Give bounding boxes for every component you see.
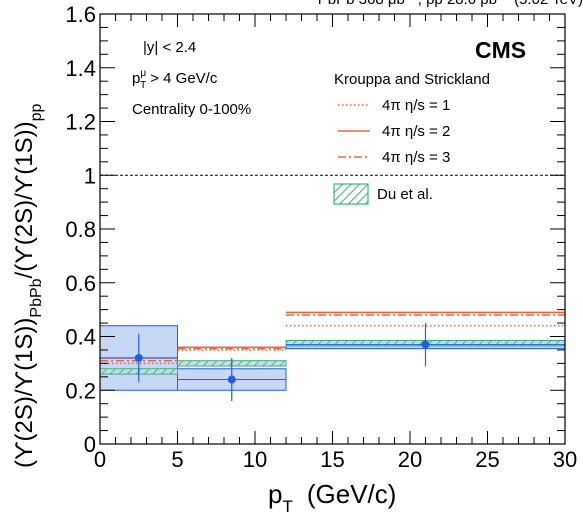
centrality-label: Centrality 0-100% <box>132 101 251 118</box>
y-tick-label: 0.6 <box>65 271 96 296</box>
x-tick-label: 30 <box>553 447 577 472</box>
y-tick-label: 1 <box>84 163 96 188</box>
y-tick-label: 1.4 <box>65 56 96 81</box>
legend-label-eta3: 4π η/s = 3 <box>382 149 450 166</box>
y-axis-title: (ϒ(2S)/ϒ(1S))PbPb/(ϒ(2S)/ϒ(1S))pp <box>11 103 45 468</box>
y-tick-label: 1.2 <box>65 110 96 135</box>
y-tick-label: 0.8 <box>65 217 96 242</box>
data-point-0 <box>134 354 143 362</box>
x-tick-label: 0 <box>94 447 106 472</box>
y-tick-label: 1.6 <box>65 2 96 27</box>
legend-header: Krouppa and Strickland <box>334 71 490 88</box>
y-tick-label: 0.4 <box>65 325 96 350</box>
x-tick-label: 5 <box>171 447 183 472</box>
legend-marker-du <box>333 183 369 205</box>
data-points <box>100 323 565 401</box>
top-banner: PbPb 368 μb⁻¹, pp 28.0 pb⁻¹ (5.02 TeV) <box>318 0 583 8</box>
axes: 0 5 10 15 20 25 30 0 0.2 0.4 0.6 0.8 1 1.2 1.4 1.6 <box>65 2 577 472</box>
muon-pt-cut: pμ T > 4 GeV/c <box>132 68 218 91</box>
y-tick-label: 0 <box>84 432 96 457</box>
x-tick-label: 20 <box>398 447 422 472</box>
model-bands <box>99 311 566 391</box>
data-point-2 <box>421 340 430 349</box>
x-tick-label: 25 <box>475 447 499 472</box>
x-tick-label: 10 <box>243 447 267 472</box>
legend-label-eta2: 4π η/s = 2 <box>382 123 450 140</box>
legend: 4π η/s = 1 4π η/s = 2 4π η/s = 3 Du et a… <box>333 97 450 205</box>
legend-label-du: Du et al. <box>377 186 433 203</box>
cms-label: CMS <box>475 37 526 63</box>
legend-label-eta1: 4π η/s = 1 <box>382 97 450 114</box>
y-tick-label: 0.2 <box>65 378 96 403</box>
data-point-1 <box>227 375 236 384</box>
x-tick-label: 15 <box>320 447 344 472</box>
x-axis-title: pT (GeV/c) <box>268 479 396 516</box>
rapidity-cut: |y| < 2.4 <box>143 39 196 56</box>
